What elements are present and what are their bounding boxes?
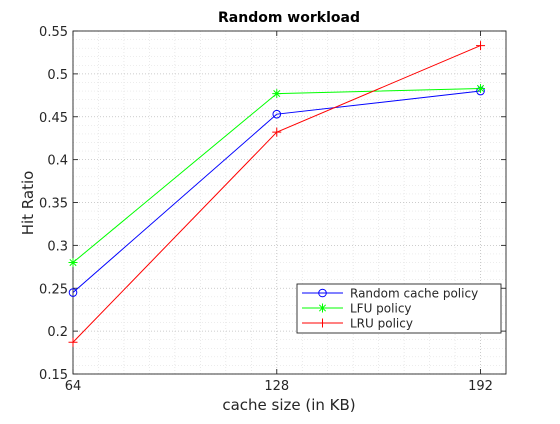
legend-marker-lfu-policy	[318, 303, 327, 313]
x-axis-label: cache size (in KB)	[222, 396, 355, 414]
y-tick-label: 0.2	[47, 325, 68, 340]
y-axis-label: Hit Ratio	[19, 171, 37, 236]
data-point-random-cache-policy	[68, 288, 78, 297]
series-lru-policy	[68, 41, 486, 347]
chart-title: Random workload	[218, 10, 360, 26]
y-tick-label: 0.25	[39, 282, 68, 297]
legend-marker-lru-policy	[318, 318, 327, 328]
x-tick-label: 64	[65, 379, 82, 394]
legend-label-random-cache-policy: Random cache policy	[350, 287, 478, 301]
y-tick-label: 0.45	[39, 111, 68, 126]
y-tick-label: 0.5	[47, 68, 68, 83]
series-lfu-policy	[68, 83, 486, 268]
data-point-lfu-policy	[272, 89, 282, 99]
data-point-lru-policy	[68, 337, 78, 347]
y-tick-label: 0.15	[39, 368, 68, 383]
data-point-lru-policy	[272, 127, 282, 137]
data-point-lru-policy	[476, 41, 486, 51]
data-point-lfu-policy	[68, 258, 78, 268]
y-tick-label: 0.3	[47, 239, 68, 254]
y-tick-label: 0.55	[39, 25, 68, 40]
series-line-random-cache-policy	[72, 90, 481, 293]
y-tick-label: 0.35	[39, 197, 68, 212]
legend-marker-random-cache-policy	[318, 288, 327, 298]
x-tick-label: 128	[264, 379, 289, 394]
legend-label-lfu-policy: LFU policy	[350, 302, 412, 316]
data-point-random-cache-policy	[272, 109, 282, 119]
data-point-lfu-policy	[476, 83, 486, 93]
series-group	[68, 41, 486, 347]
legend-label-lru-policy: LRU policy	[350, 317, 413, 331]
x-tick-label: 192	[468, 379, 493, 394]
y-tick-label: 0.4	[47, 154, 68, 169]
axes: 64 128 192 0.15 0.2 0.25 0.3 0.35 0.4 0.45 0.5 0.55	[39, 25, 507, 394]
